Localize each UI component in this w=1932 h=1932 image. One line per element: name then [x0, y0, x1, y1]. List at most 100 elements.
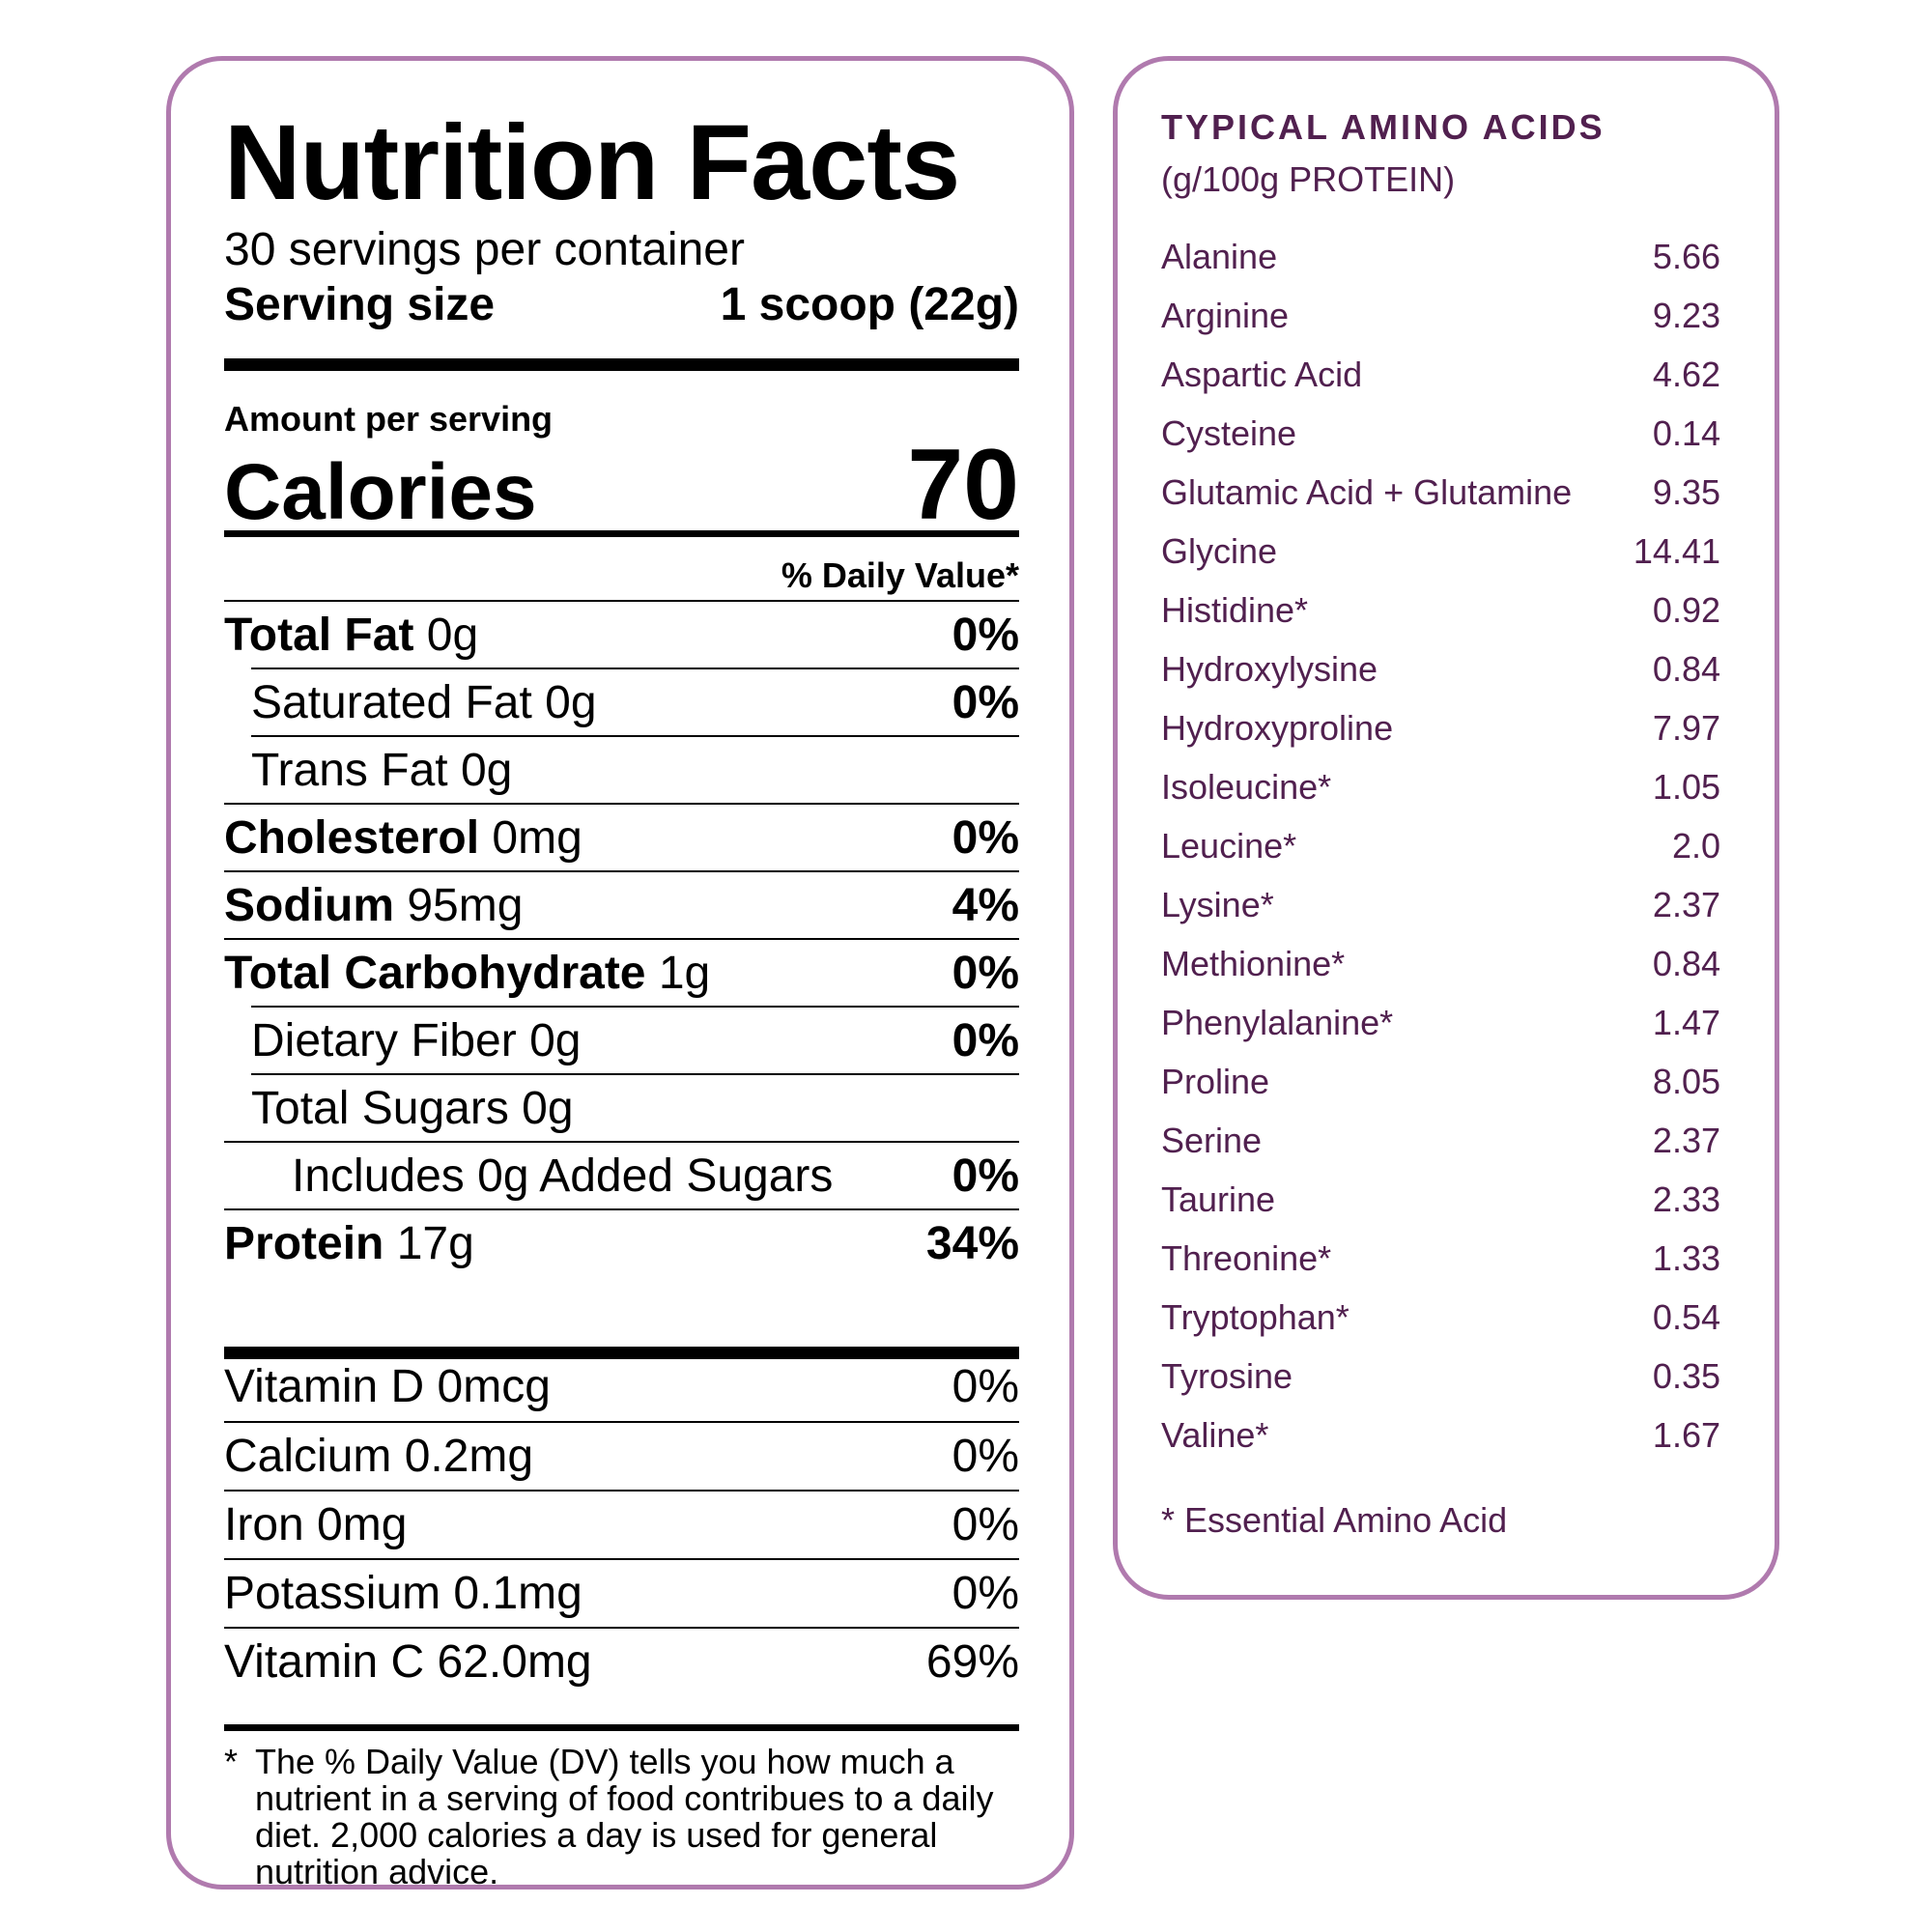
nutrient-name: Dietary Fiber 0g [251, 1014, 582, 1066]
vitamin-row-vitamin-c: Vitamin C 62.0mg 69% [224, 1627, 1019, 1695]
nutrient-dv: 0% [952, 609, 1019, 661]
amino-acid-value: 9.35 [1652, 471, 1720, 512]
nutrient-name: Saturated Fat 0g [251, 676, 597, 728]
amino-acid-value: 0.35 [1652, 1355, 1720, 1396]
amino-acid-name: Arginine [1161, 295, 1290, 335]
amino-acid-name: Glutamic Acid + Glutamine [1161, 471, 1573, 512]
medium-divider-footnote [224, 1724, 1019, 1731]
amino-acid-row: Lysine* 2.37 [1161, 875, 1720, 934]
amino-acid-name: Lysine* [1161, 884, 1274, 924]
nutrient-name: Trans Fat 0g [251, 744, 513, 796]
amount-per-serving-label: Amount per serving [224, 399, 554, 439]
medium-divider-calories [224, 530, 1019, 537]
nutrient-row-trans-fat: Trans Fat 0g [251, 735, 1019, 803]
amino-acids-footnote: * Essential Amino Acid [1161, 1500, 1508, 1540]
nutrient-dv: 0% [952, 947, 1019, 999]
amino-acid-name: Histidine* [1161, 589, 1309, 630]
vitamin-row-vitamin-d: Vitamin D 0mcg 0% [224, 1352, 1019, 1421]
amino-acid-row: Phenylalanine* 1.47 [1161, 993, 1720, 1052]
amino-acid-row: Isoleucine* 1.05 [1161, 757, 1720, 816]
amino-acid-value: 0.92 [1652, 589, 1720, 630]
amino-acid-name: Aspartic Acid [1161, 354, 1363, 394]
servings-per-container: 30 servings per container [224, 224, 745, 275]
amino-acids-title: TYPICAL AMINO ACIDS [1161, 107, 1605, 147]
amino-acid-name: Methionine* [1161, 943, 1346, 983]
amino-acid-name: Hydroxylysine [1161, 648, 1378, 689]
nutrition-facts-panel: Nutrition Facts 30 servings per containe… [166, 56, 1074, 1890]
nutrient-dv: 0% [952, 1150, 1019, 1202]
amino-acid-value: 0.54 [1652, 1296, 1720, 1337]
calories-label: Calories [224, 448, 537, 536]
amino-acid-value: 1.05 [1652, 766, 1720, 807]
amino-acid-list: Alanine 5.66 Arginine 9.23 Aspartic Acid 4.62… [1161, 227, 1720, 1464]
nutrient-row-saturated-fat: Saturated Fat 0g 0% [251, 668, 1019, 735]
amino-acid-name: Hydroxyproline [1161, 707, 1394, 748]
vitamin-row-calcium: Calcium 0.2mg 0% [224, 1421, 1019, 1490]
amino-acid-name: Glycine [1161, 530, 1278, 571]
amino-acid-name: Alanine [1161, 236, 1278, 276]
thick-divider-vitamins [224, 1347, 1019, 1359]
nutrient-name: Protein 17g [224, 1217, 474, 1269]
amino-acid-value: 2.0 [1671, 825, 1720, 866]
footnote-text: The % Daily Value (DV) tells you how muc… [255, 1742, 994, 1891]
nutrient-dv: 0% [952, 676, 1019, 728]
amino-acid-row: Hydroxyproline 7.97 [1161, 698, 1720, 757]
amino-acid-name: Leucine* [1161, 825, 1297, 866]
amino-acid-value: 1.67 [1652, 1414, 1720, 1455]
amino-acid-value: 2.33 [1652, 1179, 1720, 1219]
amino-acid-row: Tyrosine 0.35 [1161, 1347, 1720, 1406]
vitamin-row-iron: Iron 0mg 0% [224, 1490, 1019, 1558]
amino-acid-row: Tryptophan* 0.54 [1161, 1288, 1720, 1347]
serving-size-label: Serving size [224, 279, 496, 330]
amino-acid-row: Leucine* 2.0 [1161, 816, 1720, 875]
nutrient-row-sodium: Sodium 95mg 4% [224, 870, 1019, 938]
nutrient-row-protein: Protein 17g 34% [224, 1208, 1019, 1276]
nutrient-name: Cholesterol 0mg [224, 811, 582, 864]
amino-acid-value: 0.14 [1652, 412, 1720, 453]
amino-acid-name: Threonine* [1161, 1237, 1332, 1278]
amino-acid-name: Proline [1161, 1061, 1270, 1101]
nutrient-row-added-sugars: Includes 0g Added Sugars 0% [224, 1141, 1019, 1208]
amino-acid-row: Glutamic Acid + Glutamine 9.35 [1161, 463, 1720, 522]
nutrient-name: Total Carbohydrate 1g [224, 947, 711, 999]
nutrient-row-total-carbohydrate: Total Carbohydrate 1g 0% [224, 938, 1019, 1006]
vitamin-name: Vitamin C 62.0mg [224, 1636, 592, 1688]
daily-value-header: % Daily Value* [781, 555, 1019, 595]
amino-acid-value: 2.37 [1652, 1120, 1720, 1160]
amino-acid-value: 14.41 [1633, 530, 1720, 571]
thick-divider-top [224, 358, 1019, 371]
nutrient-name: Includes 0g Added Sugars [292, 1150, 834, 1202]
vitamin-row-potassium: Potassium 0.1mg 0% [224, 1558, 1019, 1627]
nutrient-dv: 0% [952, 811, 1019, 864]
vitamin-name: Calcium 0.2mg [224, 1431, 534, 1482]
vitamin-list: Vitamin D 0mcg 0% Calcium 0.2mg 0% Iron … [224, 1352, 1019, 1695]
amino-acid-row: Valine* 1.67 [1161, 1406, 1720, 1464]
amino-acid-row: Histidine* 0.92 [1161, 581, 1720, 639]
footnote-asterisk: * [224, 1742, 239, 1781]
amino-acid-row: Cysteine 0.14 [1161, 404, 1720, 463]
vitamin-name: Vitamin D 0mcg [224, 1361, 551, 1412]
amino-acids-panel: TYPICAL AMINO ACIDS (g/100g PROTEIN) Ala… [1113, 56, 1779, 1600]
amino-acids-subtitle: (g/100g PROTEIN) [1161, 159, 1456, 199]
nutrient-name: Total Sugars 0g [251, 1082, 574, 1134]
amino-acid-value: 1.33 [1652, 1237, 1720, 1278]
amino-acid-value: 1.47 [1652, 1002, 1720, 1042]
amino-acid-name: Isoleucine* [1161, 766, 1332, 807]
nutrient-row-total-sugars: Total Sugars 0g [251, 1073, 1019, 1141]
nutrient-dv: 4% [952, 879, 1019, 931]
amino-acid-row: Threonine* 1.33 [1161, 1229, 1720, 1288]
amino-acid-value: 5.66 [1652, 236, 1720, 276]
vitamin-dv: 0% [952, 1431, 1019, 1482]
amino-acid-row: Alanine 5.66 [1161, 227, 1720, 286]
amino-acid-name: Phenylalanine* [1161, 1002, 1394, 1042]
nutrient-name: Total Fat 0g [224, 609, 479, 661]
nutrient-row-cholesterol: Cholesterol 0mg 0% [224, 803, 1019, 870]
amino-acid-row: Arginine 9.23 [1161, 286, 1720, 345]
nutrient-name: Sodium 95mg [224, 879, 524, 931]
vitamin-dv: 0% [952, 1568, 1019, 1619]
amino-acid-value: 2.37 [1652, 884, 1720, 924]
nutrition-facts-title: Nutrition Facts [224, 103, 960, 222]
vitamin-dv: 0% [952, 1361, 1019, 1412]
daily-value-footnote: * The % Daily Value (DV) tells you how m… [224, 1744, 1019, 1890]
amino-acid-row: Proline 8.05 [1161, 1052, 1720, 1111]
